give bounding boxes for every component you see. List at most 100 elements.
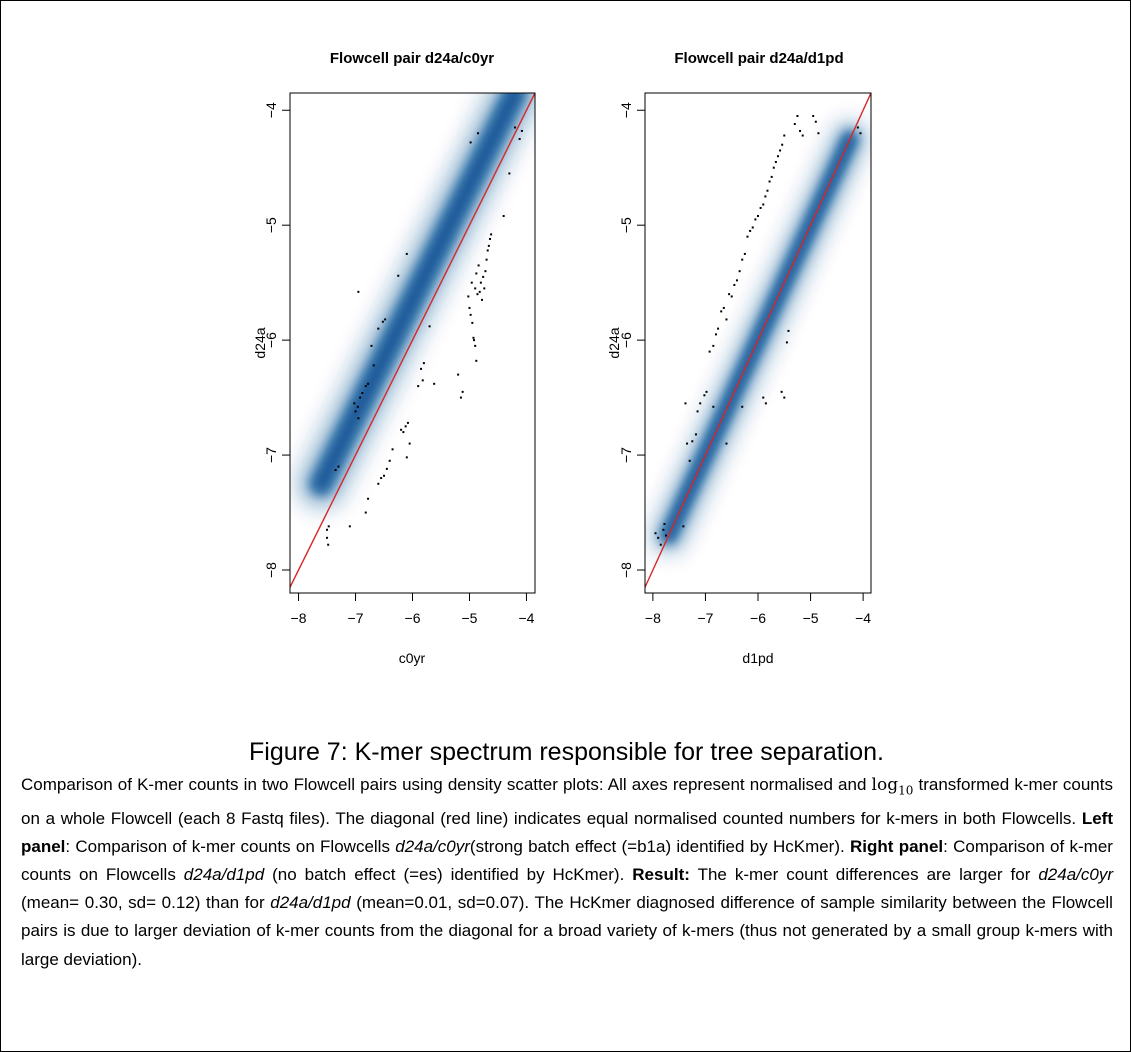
panel-right-point	[759, 206, 762, 209]
panel-left-point	[474, 287, 477, 290]
panel-left-point	[477, 264, 480, 267]
panel-left-point	[364, 511, 367, 514]
panel-left-point	[334, 469, 337, 472]
caption-diagonal-note: transformed k-mer counts on a whole Flow…	[21, 775, 1113, 828]
panel-right-point	[772, 166, 775, 169]
panel-left-point	[383, 474, 386, 477]
panel-left-point	[472, 336, 475, 339]
panel-left-point	[488, 237, 491, 240]
panel-left-x-tick-label: −6	[405, 610, 421, 626]
panel-left-point	[402, 431, 405, 434]
panel-left-point	[482, 275, 485, 278]
panel-left-point	[421, 379, 424, 382]
panel-right-x-tick-label: −8	[645, 610, 661, 626]
panel-right-point	[796, 114, 799, 117]
panel-right-point	[691, 440, 694, 443]
panel-left-point	[367, 382, 370, 385]
panel-right-point	[741, 405, 744, 408]
panel-left-point	[461, 390, 464, 393]
panel-right-y-tick-label: −4	[618, 102, 634, 118]
panel-left-point	[367, 497, 370, 500]
panel-right-point	[749, 229, 752, 232]
panel-right-point	[663, 523, 666, 526]
panel-left-point	[476, 293, 479, 296]
panel-left-point	[475, 359, 478, 362]
panel-left-point	[428, 325, 431, 328]
panel-left-point	[381, 320, 384, 323]
caption-intro: Comparison of K-mer counts in two Flowce…	[21, 775, 867, 794]
panel-left-point	[380, 477, 383, 480]
panel-right-point	[708, 350, 711, 353]
panel-left-point	[327, 543, 330, 546]
panel-left-point	[487, 244, 490, 247]
panel-left-x-tick-label: −8	[291, 610, 307, 626]
result-text-a: The k-mer count differences are larger f…	[697, 865, 1031, 884]
result-label: Result:	[632, 865, 690, 884]
left-panel-label: Left panel	[21, 808, 1113, 856]
panel-left-point	[326, 528, 329, 531]
panel-left-point	[520, 129, 523, 132]
panel-right-point	[699, 402, 702, 405]
panel-left-point	[484, 270, 487, 273]
panel-right-point	[762, 203, 765, 206]
panel-right-point	[799, 129, 802, 132]
log-notation: log10	[871, 775, 914, 798]
panel-right-point	[801, 134, 804, 137]
panel-right-point	[725, 442, 728, 445]
panel-left-point	[384, 318, 387, 321]
panel-right-point	[717, 327, 720, 330]
panel-left: Flowcell pair d24a/c0yr −8 −7 −6 −5 −4 −8−7−…	[252, 50, 536, 666]
panel-left-point	[353, 402, 356, 405]
panel-left-point	[479, 281, 482, 284]
result-pair-a: d24a/c0yr	[1038, 865, 1113, 884]
panel-left-point	[404, 425, 407, 428]
panel-right-point	[722, 306, 725, 309]
panel-right-point	[781, 143, 784, 146]
panel-right-point	[743, 252, 746, 255]
panel-right-point	[774, 160, 777, 163]
panel-left-point	[469, 313, 472, 316]
panel-right-point	[741, 258, 744, 261]
panel-left-point	[422, 362, 425, 365]
panel-left-point	[468, 306, 471, 309]
panel-left-point	[417, 385, 420, 388]
caption-body: Comparison of K-mer counts in two Flowce…	[21, 771, 1113, 974]
panel-left-point	[400, 428, 403, 431]
panel-right-point	[856, 126, 859, 129]
panel-right-point	[684, 402, 687, 405]
panel-left-x-axis: −8 −7 −6 −5 −4	[291, 593, 535, 626]
panel-left-point	[490, 233, 493, 236]
panel-left-diagonal	[290, 93, 535, 589]
log-base: 10	[898, 783, 914, 798]
panel-right-x-tick-label: −7	[697, 610, 713, 626]
panel-right-title: Flowcell pair d24a/d1pd	[674, 50, 843, 67]
panel-left-point	[385, 467, 388, 470]
panel-right-point	[703, 394, 706, 397]
panel-right-point	[779, 149, 782, 152]
panel-right-point	[688, 459, 691, 462]
panel-left-y-axis: −8 −7 −6 −5 −4	[263, 102, 290, 578]
panel-right-point	[764, 195, 767, 198]
panel-left-point	[408, 442, 411, 445]
panel-right-point	[712, 405, 715, 408]
left-pair-name: d24a/c0yr	[395, 836, 470, 856]
panel-left-point	[483, 287, 486, 290]
log-text: log	[871, 775, 899, 795]
panel-left-point	[420, 367, 423, 370]
panel-left-point	[518, 137, 521, 140]
panel-left-y-tick-label: −4	[263, 102, 279, 118]
panel-right-point	[762, 396, 765, 399]
panel-right-point	[817, 132, 820, 135]
panel-left-xlabel: c0yr	[399, 650, 426, 666]
panel-left-point	[473, 339, 476, 342]
panel-left-point	[337, 465, 340, 468]
panel-left-point	[457, 373, 460, 376]
panel-right-x-tick-label: −6	[750, 610, 766, 626]
right-panel-label: Right panel	[850, 836, 944, 856]
panel-left-point	[469, 141, 472, 144]
panel-left-point	[514, 126, 517, 129]
panel-right-y-tick-label: −5	[618, 217, 634, 233]
panel-right-point	[712, 344, 715, 347]
panel-right-point	[686, 442, 689, 445]
